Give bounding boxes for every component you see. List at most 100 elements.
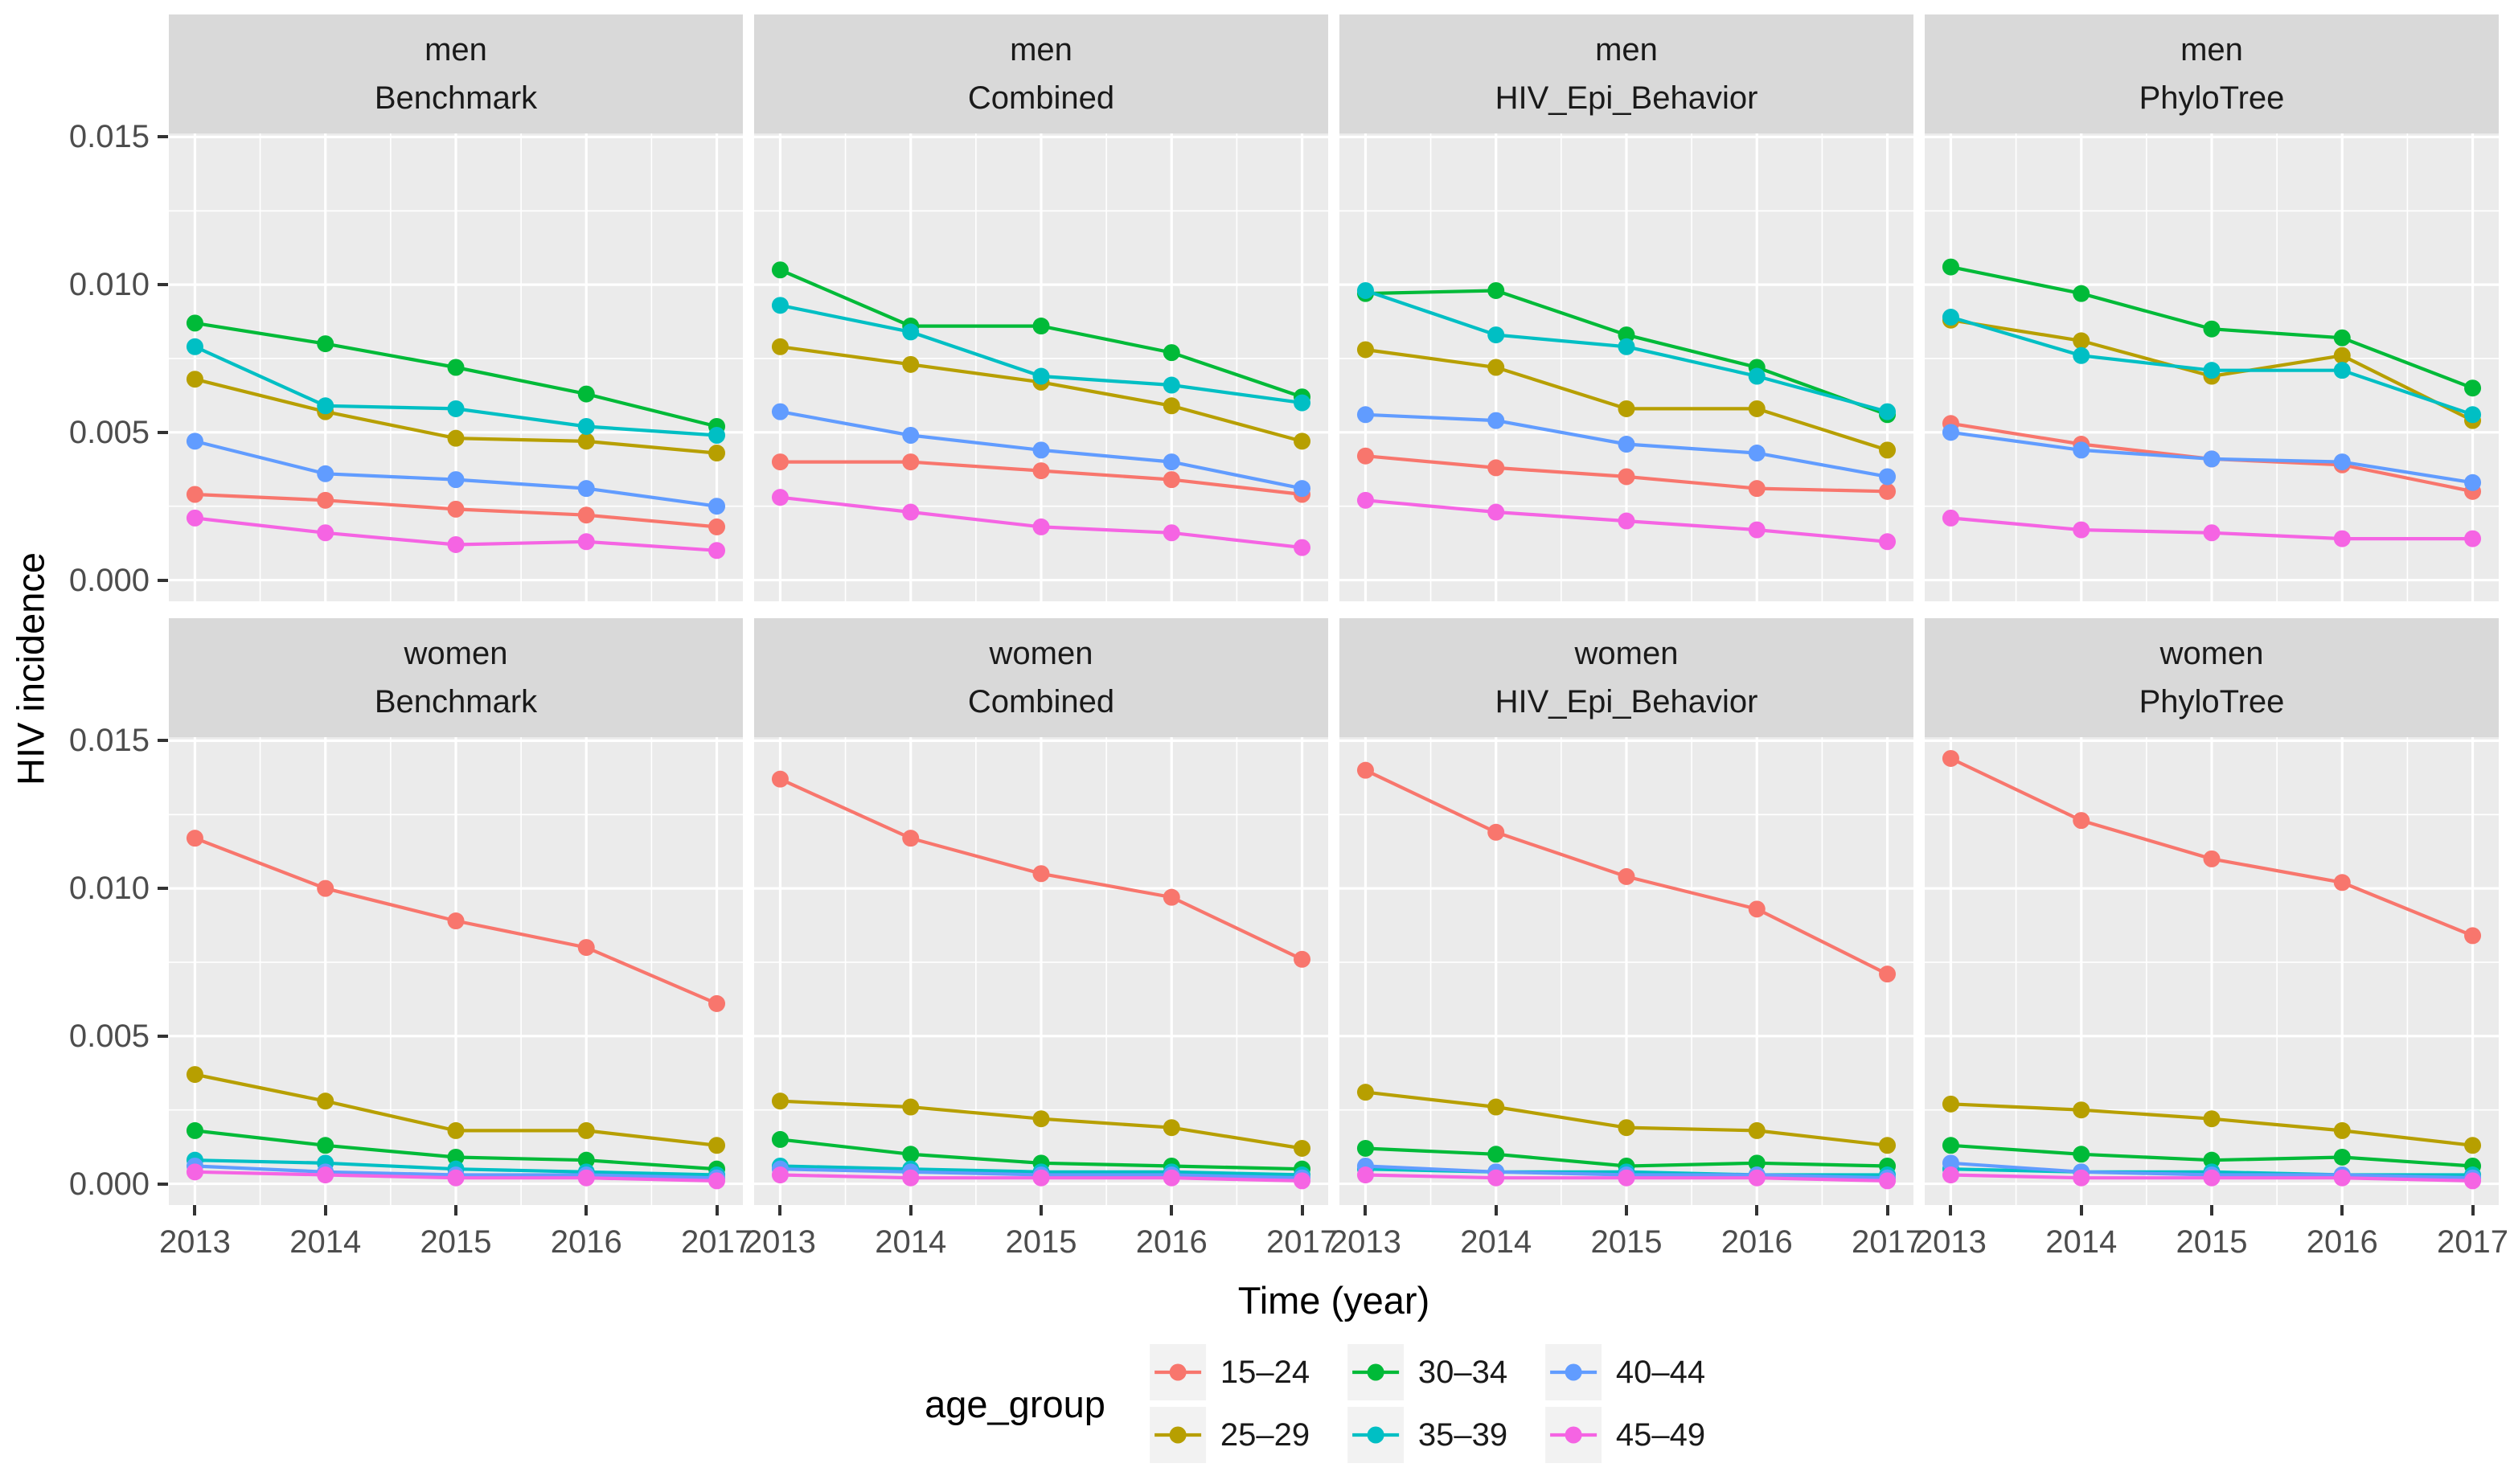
data-point [1032,865,1050,883]
data-point [1032,318,1050,335]
x-tick-mark [2471,1205,2475,1215]
data-point [2464,1172,2482,1190]
data-point [1032,441,1050,459]
data-point [771,1130,789,1148]
data-point [1879,1172,1897,1190]
data-point [1032,1169,1050,1187]
data-point [317,491,334,509]
data-point [1294,950,1311,968]
data-point [447,1169,465,1187]
x-tick-mark [193,1205,197,1215]
data-point [447,471,465,489]
data-point [2333,874,2351,892]
legend-key-swatch [1149,1407,1206,1463]
legend-item-45–49: 45–49 [1544,1404,1720,1466]
data-point [2333,346,2351,364]
data-point [771,403,789,420]
x-tick-label: 2014 [289,1224,362,1260]
data-point [1748,900,1766,918]
data-point [708,994,726,1012]
data-point [2203,1151,2221,1169]
data-point [1032,1110,1050,1128]
x-tick-label: 2015 [420,1224,492,1260]
facet-row-label: women [2159,636,2264,671]
data-point [1748,367,1766,385]
data-point [1942,509,1959,527]
x-tick-label: 2013 [1329,1224,1401,1260]
legend-column: 30–34 35–39 [1347,1341,1523,1466]
facet-row-label: men [1010,32,1072,68]
data-point [317,1166,334,1184]
data-point [1879,1137,1897,1154]
data-point [2203,362,2221,379]
data-point [2073,441,2090,459]
data-point [577,385,595,403]
data-point [2464,406,2482,424]
data-point [1294,432,1311,450]
data-point [1879,403,1897,420]
data-point [186,371,203,388]
x-tick-mark [584,1205,589,1215]
data-point [708,1137,726,1154]
data-point [1163,397,1180,415]
data-point [708,445,726,462]
data-point [2333,329,2351,346]
x-tick-mark [453,1205,457,1215]
facet-row-label: women [1574,636,1679,671]
data-point [2073,285,2090,302]
x-tick-mark [778,1205,782,1215]
data-point [1356,1139,1374,1157]
y-tick-mark [158,887,168,891]
legend-label: 35–39 [1417,1416,1508,1453]
legend-label: 15–24 [1220,1354,1310,1390]
data-point [902,1098,920,1116]
legend-item-15–24: 15–24 [1149,1341,1325,1404]
data-point [1879,441,1897,459]
x-tick-label: 2016 [2306,1224,2378,1260]
data-point [902,355,920,373]
facet-panel-men-Benchmark [169,133,743,601]
x-tick-mark [1494,1205,1498,1215]
facet-row-label: women [989,636,1093,671]
data-point [577,506,595,524]
x-tick-mark [2079,1205,2083,1215]
x-tick-label: 2014 [875,1224,947,1260]
legend-label: 30–34 [1417,1354,1508,1390]
data-point [1942,1166,1959,1184]
legend-column: 15–24 25–29 [1149,1341,1325,1466]
facet-panel-men-Combined [754,133,1328,601]
data-point [1487,459,1505,477]
data-point [2464,1137,2482,1154]
data-point [771,338,789,355]
y-tick-label: 0.015 [68,723,150,759]
data-point [1748,400,1766,417]
legend-label: 25–29 [1220,1416,1310,1453]
facet-panel-men-PhyloTree [1925,133,2499,601]
data-point [1356,491,1374,509]
x-tick-label: 2013 [744,1224,816,1260]
data-point [708,427,726,445]
data-point [2333,1148,2351,1166]
data-point [2333,530,2351,547]
x-axis-title: Time (year) [1237,1279,1430,1322]
data-point [577,480,595,498]
data-point [186,1121,203,1139]
y-tick-label: 0.000 [68,562,150,598]
data-point [447,359,465,376]
data-point [1618,326,1635,344]
data-point [902,427,920,445]
data-point [186,314,203,332]
y-tick-mark [158,1034,168,1038]
data-point [1879,965,1897,983]
x-tick-label: 2014 [2045,1224,2118,1260]
facet-strip-women-HIV_Epi_Behavior: women HIV_Epi_Behavior [1339,618,1913,737]
y-tick-mark [158,135,168,139]
data-point [1618,338,1635,355]
legend-column: 40–44 45–49 [1544,1341,1720,1466]
legend-key-swatch [1544,1407,1602,1463]
data-point [708,1172,726,1190]
facet-strip-men-HIV_Epi_Behavior: men HIV_Epi_Behavior [1339,14,1913,133]
x-tick-label: 2014 [1460,1224,1532,1260]
data-point [1487,412,1505,429]
data-point [708,498,726,515]
